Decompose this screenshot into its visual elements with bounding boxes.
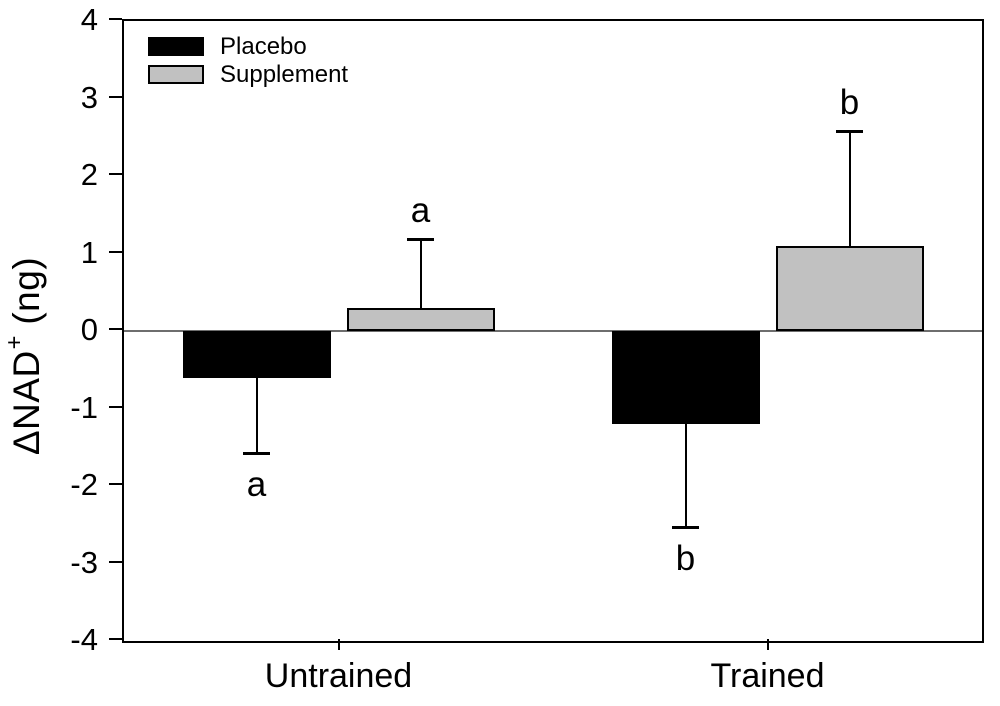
y-axis-tick — [109, 95, 122, 98]
error-bar-trained-placebo — [684, 424, 687, 529]
bar-trained-supplement — [775, 245, 924, 331]
y-axis-tick-label: -3 — [70, 544, 98, 580]
bar-untrained-supplement — [346, 307, 495, 331]
y-axis-tick-label: 3 — [80, 79, 98, 115]
y-axis-tick — [109, 405, 122, 408]
y-axis-tick — [109, 483, 122, 485]
y-axis-tick — [109, 328, 122, 330]
legend-swatch-placebo — [148, 37, 204, 56]
x-axis-tick — [766, 639, 769, 650]
y-axis-tick — [109, 250, 122, 253]
y-axis-tick-label: -1 — [70, 389, 98, 425]
x-axis-tick — [337, 639, 340, 650]
error-bar-untrained-placebo — [255, 377, 258, 455]
y-axis-tick — [109, 560, 122, 563]
y-axis-tick — [109, 18, 122, 20]
y-axis-tick-label: 1 — [80, 234, 98, 270]
x-category-label-trained: Trained — [710, 657, 825, 695]
bar-untrained-placebo — [182, 331, 331, 378]
significance-letter-trained-placebo: b — [675, 538, 696, 578]
zero-baseline — [124, 330, 982, 332]
y-axis-tick-label: 2 — [80, 157, 98, 192]
y-axis-tick-label: -2 — [70, 467, 98, 502]
error-bar-cap-trained-placebo — [671, 525, 699, 529]
legend-label-supplement: Supplement — [220, 60, 349, 88]
error-bar-trained-supplement — [848, 129, 851, 246]
plot-area: Placebo Supplement 4 3 2 1 0 -1 -2 -3 -4 Untraine… — [70, 4, 984, 693]
legend-row-placebo: Placebo — [148, 32, 348, 60]
error-bar-cap-untrained-placebo — [242, 452, 270, 455]
significance-letter-untrained-supplement: a — [410, 191, 431, 230]
y-axis-tick-label: 4 — [80, 2, 98, 37]
y-axis-tick-label: 0 — [80, 312, 98, 347]
y-axis-tick-label: -4 — [70, 622, 98, 657]
bar-trained-placebo — [611, 331, 760, 424]
error-bar-cap-untrained-supplement — [406, 238, 434, 241]
error-bar-untrained-supplement — [419, 238, 422, 308]
legend-row-supplement: Supplement — [148, 60, 349, 88]
significance-letter-untrained-placebo: a — [246, 465, 267, 504]
y-axis-tick — [109, 173, 122, 175]
error-bar-cap-trained-supplement — [835, 129, 863, 133]
legend-swatch-supplement — [148, 65, 204, 84]
y-axis-title-base: ΔNAD — [6, 350, 48, 456]
legend: Placebo Supplement — [148, 32, 349, 93]
y-axis-tick — [109, 638, 122, 640]
x-category-label-untrained: Untrained — [264, 657, 413, 695]
y-axis-title-unit: (ng) — [6, 256, 48, 325]
y-axis-title-superscript: + — [2, 335, 29, 350]
significance-letter-trained-supplement: b — [839, 82, 860, 122]
legend-label-placebo: Placebo — [220, 32, 307, 60]
y-axis-title: ΔNAD+ (ng) — [2, 256, 48, 456]
